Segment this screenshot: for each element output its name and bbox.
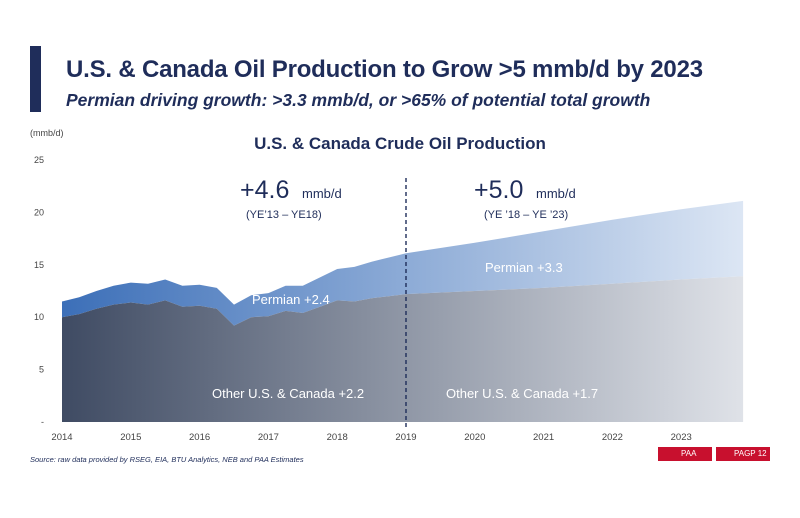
y-tick-label: 10 — [34, 312, 44, 322]
x-tick-label: 2015 — [120, 432, 141, 443]
right-growth-period: (YE ’18 – YE ’23) — [484, 209, 568, 221]
left-growth-period: (YE’13 – YE18) — [246, 209, 322, 221]
x-tick-label: 2022 — [602, 432, 623, 443]
y-tick-label: 20 — [34, 207, 44, 217]
page-subtitle: Permian driving growth: >3.3 mmb/d, or >… — [66, 90, 651, 110]
x-tick-label: 2014 — [51, 432, 72, 443]
left-growth-unit: mmb/d — [302, 186, 342, 201]
x-tick-label: 2016 — [189, 432, 210, 443]
footer-paa-label: PAA — [681, 449, 697, 458]
y-tick-label: 15 — [34, 260, 44, 270]
footer-separator — [712, 447, 716, 461]
right-growth-value: +5.0 — [474, 176, 523, 204]
other-left-label: Other U.S. & Canada +2.2 — [212, 386, 364, 401]
footer-pagp-label: PAGP 12 — [734, 449, 767, 458]
y-tick-label: 5 — [39, 365, 44, 375]
x-tick-label: 2018 — [327, 432, 348, 443]
other-right-label: Other U.S. & Canada +1.7 — [446, 386, 598, 401]
permian-right-label: Permian +3.3 — [485, 260, 563, 275]
x-tick-label: 2023 — [671, 432, 692, 443]
right-growth-unit: mmb/d — [536, 186, 576, 201]
y-tick-label: - — [41, 417, 44, 427]
y-tick-label: 25 — [34, 155, 44, 165]
x-tick-label: 2021 — [533, 432, 554, 443]
chart-title: U.S. & Canada Crude Oil Production — [254, 134, 546, 153]
permian-left-label: Permian +2.4 — [252, 292, 330, 307]
x-tick-label: 2020 — [464, 432, 485, 443]
x-tick-label: 2017 — [258, 432, 279, 443]
title-accent-bar — [30, 46, 41, 112]
permian-area — [62, 200, 744, 326]
x-tick-label: 2019 — [395, 432, 416, 443]
other-us-canada-area — [62, 276, 744, 422]
left-growth-value: +4.6 — [240, 176, 289, 204]
page-title: U.S. & Canada Oil Production to Grow >5 … — [66, 56, 703, 83]
source-note: Source: raw data provided by RSEG, EIA, … — [30, 455, 304, 464]
y-axis-unit-label: (mmb/d) — [30, 128, 64, 138]
